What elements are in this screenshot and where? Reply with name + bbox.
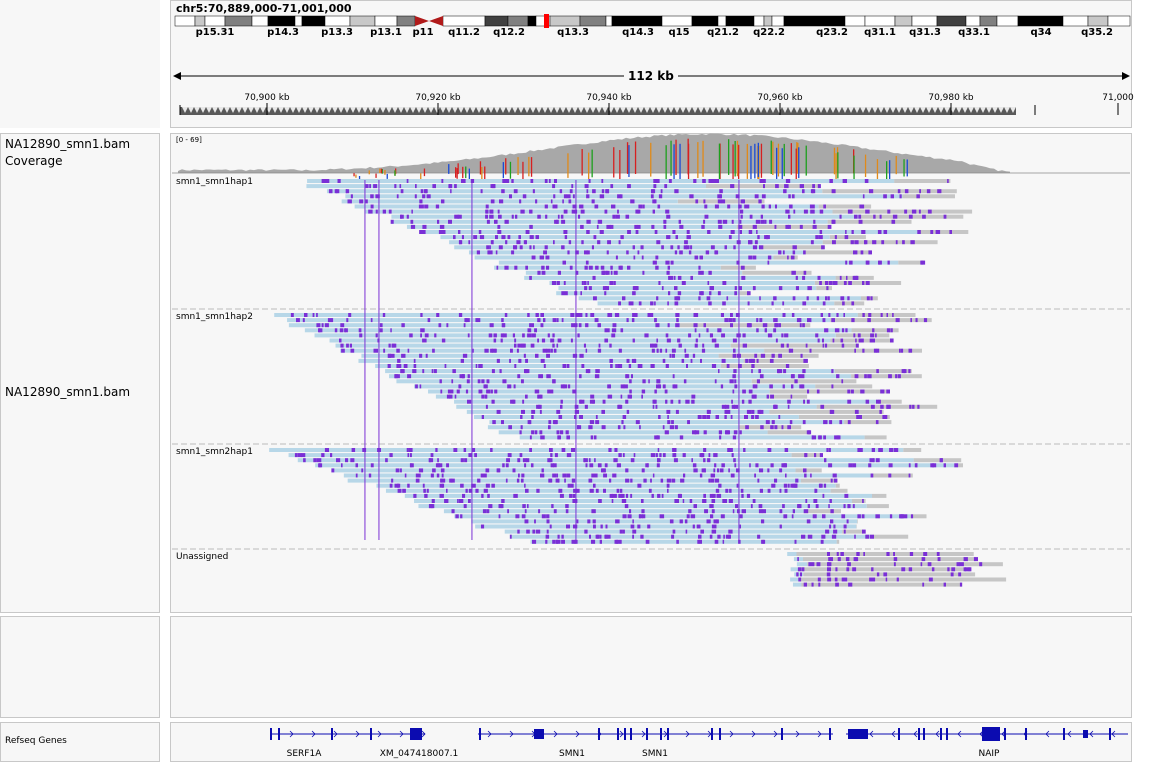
exon-26 (1025, 728, 1027, 740)
exon-8 (617, 728, 619, 740)
exon-2 (331, 728, 333, 740)
exon-15 (719, 728, 721, 740)
gene-label-xm[interactable]: XM_047418007.1 (380, 749, 459, 759)
exon-0 (270, 728, 272, 740)
exon-1 (278, 728, 280, 740)
gene-label-smn1-a[interactable]: SMN1 (559, 749, 585, 759)
exon-18 (848, 729, 868, 739)
exon-5 (479, 728, 481, 740)
exon-29 (1109, 728, 1111, 740)
exon-7 (598, 728, 600, 740)
exon-17 (829, 728, 831, 740)
exon-4 (410, 728, 422, 740)
exon-25 (1004, 728, 1006, 740)
exon-19 (898, 728, 900, 740)
exon-27 (1063, 728, 1065, 740)
gene-label-serf1a[interactable]: SERF1A (287, 749, 322, 759)
exon-21 (923, 728, 925, 740)
gene-label-smn1-b[interactable]: SMN1 (642, 749, 668, 759)
exon-9 (624, 728, 626, 740)
exon-16 (781, 728, 783, 740)
exon-11 (646, 728, 648, 740)
gene-label-naip[interactable]: NAIP (979, 749, 1000, 759)
exon-24 (982, 727, 1000, 741)
exon-10 (630, 728, 632, 740)
exon-3 (370, 728, 372, 740)
exon-20 (918, 728, 920, 740)
exon-22 (940, 728, 942, 740)
exon-28 (1083, 730, 1088, 738)
exon-23 (946, 728, 948, 740)
exon-12 (660, 728, 662, 740)
